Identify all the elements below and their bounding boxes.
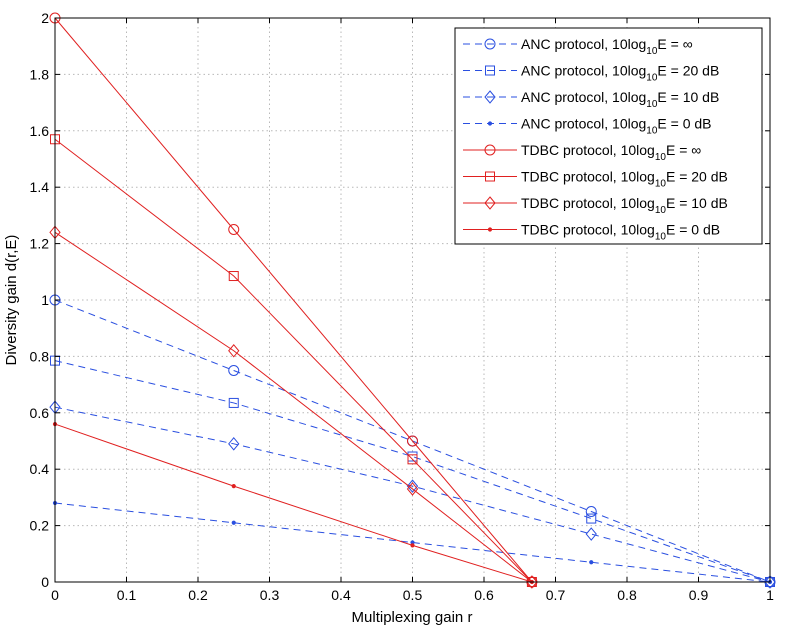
x-tick-label: 0.1 [117, 587, 137, 603]
legend-marker-dot [487, 121, 493, 126]
legend-item: TDBC protocol, 10log10E = ∞ [463, 142, 701, 163]
x-tick-label: 0.7 [546, 587, 566, 603]
series-line [54, 138, 533, 583]
data-point-square [228, 271, 239, 282]
y-tick-label: 0.6 [30, 405, 50, 421]
series-line [54, 17, 533, 583]
legend-marker-circle [484, 38, 496, 50]
y-tick-label: 1.2 [30, 236, 50, 252]
x-tick-label: 0.8 [617, 587, 637, 603]
legend-item: TDBC protocol, 10log10E = 0 dB [463, 222, 720, 243]
data-point-diamond [228, 437, 240, 451]
y-tick-label: 1.8 [30, 66, 50, 82]
legend-label: TDBC protocol, 10log10E = 10 dB [521, 195, 728, 216]
legend-label: ANC protocol, 10log10E = 20 dB [521, 63, 719, 84]
data-point-circle [585, 506, 597, 517]
y-tick-label: 0.8 [30, 348, 50, 364]
data-point-circle [228, 224, 240, 235]
x-tick-label: 0.2 [188, 587, 208, 603]
legend-item: ANC protocol, 10log10E = ∞ [463, 36, 693, 57]
x-tick-label: 0.4 [331, 587, 351, 603]
series-line [54, 406, 771, 583]
x-tick-label: 0.5 [403, 587, 423, 603]
legend-label: ANC protocol, 10log10E = 10 dB [521, 89, 719, 110]
y-tick-label: 0 [41, 574, 49, 590]
legend-label: TDBC protocol, 10log10E = 0 dB [521, 222, 720, 243]
x-tick-label: 0.6 [474, 587, 494, 603]
legend-item: ANC protocol, 10log10E = 0 dB [463, 116, 712, 137]
legend-label: TDBC protocol, 10log10E = ∞ [521, 142, 701, 163]
y-tick-label: 1.6 [30, 123, 50, 139]
data-point-square [228, 397, 239, 408]
series-tdbc-diamond [49, 225, 538, 589]
legend-marker-circle [484, 144, 496, 156]
y-tick-label: 1 [41, 292, 49, 308]
x-tick-label: 0 [51, 587, 59, 603]
data-point-diamond [764, 575, 776, 589]
legend-item: ANC protocol, 10log10E = 20 dB [463, 63, 719, 84]
data-point-diamond [526, 575, 538, 589]
data-point-square [586, 513, 597, 524]
series-layer [49, 12, 776, 589]
legend-marker-square [485, 171, 495, 182]
data-point-diamond [585, 527, 597, 541]
legend-item: TDBC protocol, 10log10E = 10 dB [463, 195, 728, 216]
legend-marker-dot [487, 227, 493, 232]
data-point-diamond [228, 343, 240, 358]
x-axis-title: Multiplexing gain r [352, 609, 473, 626]
legend-item: ANC protocol, 10log10E = 10 dB [463, 89, 719, 110]
data-point-square [407, 454, 418, 465]
y-tick-label: 0.2 [30, 518, 50, 534]
legend-marker-square [485, 65, 495, 76]
series-line [54, 231, 533, 583]
data-point-diamond [406, 482, 419, 496]
x-tick-label: 0.3 [260, 587, 280, 603]
y-axis-title: Diversity gain d(r,E) [3, 235, 20, 366]
legend-label: ANC protocol, 10log10E = 0 dB [521, 116, 712, 137]
series-line [54, 360, 771, 583]
legend-box [454, 27, 763, 245]
legend-marker-diamond [484, 196, 496, 210]
y-tick-label: 0.4 [30, 461, 50, 477]
legend-label: TDBC protocol, 10log10E = 20 dB [521, 169, 728, 190]
data-point-dot [410, 543, 415, 548]
axis-ticks: 0 0.1 0.2 0.3 0.4 0.5 0.6 0.7 0.8 0.9 1 0 0.2 0.4 0.6 0… [30, 10, 775, 603]
data-point-circle [407, 435, 418, 447]
y-tick-label: 1.4 [30, 179, 50, 195]
y-tick-label: 2 [41, 10, 49, 26]
x-tick-label: 0.9 [689, 587, 709, 603]
data-point-diamond [406, 479, 419, 493]
legend-label: ANC protocol, 10log10E = ∞ [521, 36, 693, 57]
data-point-circle [228, 365, 240, 376]
x-tick-label: 1 [766, 587, 774, 603]
legend-item: TDBC protocol, 10log10E = 20 dB [463, 169, 728, 190]
series-anc-diamond [49, 400, 776, 589]
data-point-dot [231, 520, 236, 525]
data-point-dot [589, 560, 594, 565]
data-point-dot [231, 484, 236, 489]
series-line [54, 423, 533, 583]
legend: ANC protocol, 10log10E = ∞ ANC protocol, … [454, 27, 763, 245]
legend-marker-diamond [484, 90, 496, 104]
